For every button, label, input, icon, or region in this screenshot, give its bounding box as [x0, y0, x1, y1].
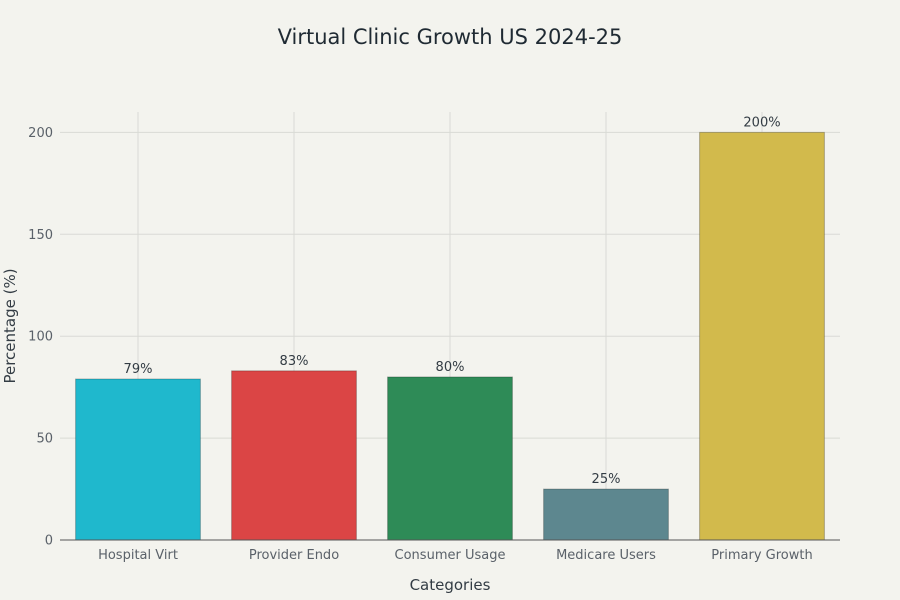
y-tick-label: 100 — [28, 330, 53, 345]
bar — [543, 488, 669, 541]
bar — [699, 131, 825, 541]
x-tick-label: Medicare Users — [556, 548, 656, 563]
y-axis-label: Percentage (%) — [1, 268, 19, 383]
x-tick-label: Hospital Virt — [98, 548, 178, 563]
bar-value-label: 25% — [592, 472, 621, 487]
chart-title: Virtual Clinic Growth US 2024-25 — [278, 25, 623, 49]
x-tick-label: Provider Endo — [249, 548, 339, 563]
bars — [75, 131, 825, 541]
x-axis-label: Categories — [410, 576, 491, 594]
x-axis-ticks: Hospital Virt Provider Endo Consumer Usage… — [98, 548, 813, 563]
bar-value-label: 79% — [124, 362, 153, 377]
bar — [387, 376, 513, 541]
x-tick-label: Primary Growth — [711, 548, 812, 563]
data-labels: 79% 83% 80% 25% 200% — [124, 115, 781, 487]
y-tick-label: 50 — [36, 432, 53, 447]
y-tick-label: 0 — [45, 534, 53, 549]
bar-value-label: 80% — [436, 360, 465, 375]
bar-value-label: 200% — [743, 115, 780, 130]
y-tick-label: 200 — [28, 126, 53, 141]
bar-value-label: 83% — [280, 354, 309, 369]
y-axis-ticks: 0 50 100 150 200 — [28, 126, 53, 549]
y-tick-label: 150 — [28, 228, 53, 243]
x-tick-label: Consumer Usage — [395, 548, 506, 563]
bar — [75, 378, 201, 541]
bar — [231, 370, 357, 541]
